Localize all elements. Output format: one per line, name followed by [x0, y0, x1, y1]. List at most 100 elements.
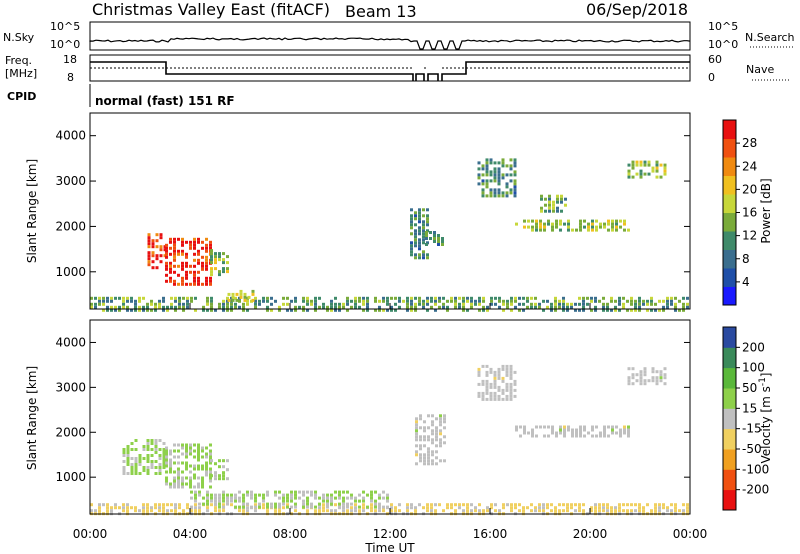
data-cell	[485, 397, 489, 401]
data-cell	[185, 276, 188, 280]
data-cell	[501, 176, 505, 180]
data-cell	[181, 243, 184, 247]
data-cell	[682, 503, 685, 507]
data-cell	[177, 282, 180, 286]
data-cell	[570, 305, 573, 309]
data-cell	[639, 376, 643, 380]
data-cell	[290, 496, 293, 500]
data-cell	[634, 302, 637, 306]
data-cell	[556, 194, 559, 198]
data-cell	[595, 225, 598, 229]
data-cell	[126, 451, 130, 454]
data-cell	[635, 379, 639, 383]
data-cell	[591, 425, 594, 429]
data-cell	[130, 466, 134, 469]
data-cell	[398, 299, 401, 303]
data-cell	[430, 296, 433, 300]
data-cell	[482, 509, 485, 513]
data-cell	[422, 253, 425, 257]
data-cell	[194, 496, 197, 500]
data-cell	[302, 299, 305, 303]
data-cell	[682, 302, 685, 306]
data-cell	[278, 305, 281, 309]
data-cell	[147, 257, 151, 261]
data-cell	[505, 182, 509, 186]
data-cell	[635, 160, 639, 164]
data-cell	[550, 302, 553, 306]
data-cell	[178, 506, 181, 510]
data-cell	[243, 292, 247, 296]
data-cell	[501, 364, 505, 368]
data-cell	[514, 506, 517, 510]
data-cell	[478, 503, 481, 507]
data-cell	[177, 470, 180, 474]
data-cell	[651, 376, 655, 380]
data-cell	[630, 296, 633, 300]
data-cell	[159, 248, 163, 252]
data-cell	[418, 503, 421, 507]
data-cell	[386, 496, 389, 500]
data-cell	[185, 452, 188, 456]
data-cell	[201, 482, 204, 486]
data-cell	[454, 503, 457, 507]
data-cell	[286, 503, 289, 507]
data-cell	[602, 308, 605, 312]
data-cell	[579, 431, 582, 435]
data-cell	[646, 299, 649, 303]
data-cell	[627, 431, 630, 435]
cpid-value: normal (fast) 151 RF	[95, 94, 235, 108]
data-cell	[618, 299, 621, 303]
data-cell	[130, 506, 133, 510]
y-tick-label: 3000	[55, 174, 86, 188]
data-cell	[594, 305, 597, 309]
data-cell	[210, 499, 213, 503]
data-cell	[238, 490, 241, 494]
data-cell	[638, 308, 641, 312]
data-cell	[318, 509, 321, 513]
data-cell	[433, 240, 436, 243]
data-cell	[201, 467, 204, 471]
data-cell	[226, 459, 229, 463]
data-cell	[94, 509, 97, 513]
data-cell	[177, 467, 180, 471]
data-cell	[486, 305, 489, 309]
data-cell	[638, 305, 641, 309]
data-cell	[602, 296, 605, 300]
data-cell	[558, 305, 561, 309]
data-cell	[218, 252, 221, 256]
data-cell	[118, 308, 121, 312]
data-cell	[282, 506, 285, 510]
data-cell	[254, 505, 257, 509]
data-cell	[509, 173, 513, 177]
data-cell	[470, 509, 473, 513]
data-cell	[330, 308, 333, 312]
data-cell	[574, 509, 577, 513]
data-cell	[306, 490, 309, 494]
data-cell	[502, 308, 505, 312]
data-cell	[230, 302, 233, 306]
data-cell	[434, 296, 437, 300]
data-cell	[162, 448, 166, 451]
data-cell	[493, 191, 497, 195]
noise-panel: N.Sky 10^5 10^0 10^5 10^0 N.Search	[3, 20, 795, 51]
data-cell	[294, 493, 297, 497]
data-cell	[201, 464, 204, 468]
data-cell	[177, 461, 180, 465]
data-cell	[122, 509, 125, 513]
data-cell	[666, 296, 669, 300]
data-cell	[538, 302, 541, 306]
data-cell	[642, 302, 645, 306]
data-cell	[603, 434, 606, 438]
data-cell	[181, 446, 184, 450]
data-cell	[185, 455, 188, 459]
data-cell	[506, 305, 509, 309]
data-cell	[579, 425, 582, 429]
data-cell	[414, 241, 417, 245]
data-cell	[162, 466, 166, 469]
data-cell	[150, 302, 153, 306]
data-cell	[314, 509, 317, 513]
data-cell	[587, 225, 590, 229]
data-cell	[562, 503, 565, 507]
data-cell	[414, 506, 417, 510]
data-cell	[146, 460, 150, 463]
